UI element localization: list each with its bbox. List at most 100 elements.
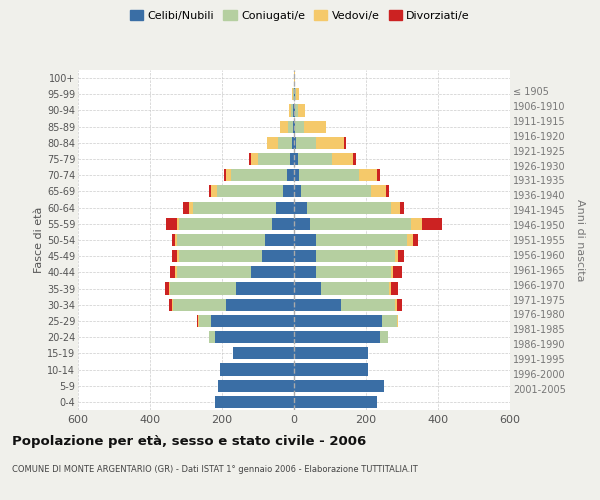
Bar (197, 315, 198, 327)
Bar (393, 266, 402, 278)
Bar (397, 315, 398, 327)
Bar (294, 218, 310, 230)
Bar (294, 202, 307, 213)
Bar (422, 218, 442, 230)
Bar (295, 104, 298, 117)
Bar (294, 104, 295, 117)
Bar (294, 348, 368, 360)
Bar (298, 104, 305, 117)
Bar (371, 186, 386, 198)
Bar (198, 315, 199, 327)
Bar (377, 169, 380, 181)
Bar (294, 250, 316, 262)
Bar (295, 120, 304, 132)
Legend: Celibi/Nubili, Coniugati/e, Vedovi/e, Divorziati/e: Celibi/Nubili, Coniugati/e, Vedovi/e, Di… (125, 6, 475, 25)
Bar (211, 186, 217, 198)
Bar (382, 315, 397, 327)
Bar (294, 186, 301, 198)
Bar (262, 250, 294, 262)
Bar (316, 250, 395, 262)
Y-axis label: Anni di nascita: Anni di nascita (575, 198, 585, 281)
Bar (294, 120, 295, 132)
Text: COMUNE DI MONTE ARGENTARIO (GR) - Dati ISTAT 1° gennaio 2006 - Elaborazione TUTT: COMUNE DI MONTE ARGENTARIO (GR) - Dati I… (12, 465, 418, 474)
Bar (294, 137, 296, 149)
Bar (304, 120, 326, 132)
Bar (166, 218, 177, 230)
Bar (236, 282, 294, 294)
Bar (217, 186, 283, 198)
Bar (165, 282, 169, 294)
Bar (251, 266, 294, 278)
Bar (179, 218, 272, 230)
Bar (177, 266, 251, 278)
Bar (294, 364, 368, 376)
Bar (258, 153, 290, 165)
Bar (215, 331, 294, 343)
Bar (316, 266, 391, 278)
Bar (177, 218, 179, 230)
Bar (172, 298, 173, 311)
Bar (175, 266, 177, 278)
Bar (407, 234, 413, 246)
Bar (294, 266, 316, 278)
Bar (391, 266, 393, 278)
Bar (231, 169, 287, 181)
Bar (296, 137, 316, 149)
Bar (400, 202, 404, 213)
Bar (272, 218, 294, 230)
Bar (209, 186, 211, 198)
Bar (179, 250, 262, 262)
Bar (307, 202, 391, 213)
Bar (293, 120, 294, 132)
Bar (316, 234, 407, 246)
Bar (310, 218, 411, 230)
Bar (172, 234, 175, 246)
Bar (199, 315, 211, 327)
Bar (341, 298, 395, 311)
Bar (249, 153, 251, 165)
Bar (397, 298, 402, 311)
Bar (209, 331, 215, 343)
Bar (294, 298, 341, 311)
Bar (278, 137, 292, 149)
Bar (294, 315, 382, 327)
Bar (265, 234, 294, 246)
Bar (267, 137, 278, 149)
Bar (226, 298, 294, 311)
Bar (332, 153, 353, 165)
Bar (293, 104, 294, 117)
Bar (177, 250, 179, 262)
Bar (411, 218, 422, 230)
Bar (386, 186, 389, 198)
Bar (294, 153, 298, 165)
Bar (226, 169, 231, 181)
Bar (280, 120, 287, 132)
Bar (298, 153, 332, 165)
Bar (175, 234, 177, 246)
Bar (170, 282, 236, 294)
Bar (295, 88, 296, 101)
Bar (294, 234, 316, 246)
Bar (251, 153, 258, 165)
Bar (294, 331, 380, 343)
Bar (359, 169, 377, 181)
Bar (218, 380, 294, 392)
Bar (301, 186, 371, 198)
Bar (220, 364, 294, 376)
Bar (294, 169, 299, 181)
Bar (177, 234, 265, 246)
Bar (389, 282, 391, 294)
Bar (184, 202, 189, 213)
Bar (294, 396, 377, 408)
Bar (316, 137, 344, 149)
Bar (299, 169, 359, 181)
Bar (380, 331, 388, 343)
Bar (398, 250, 404, 262)
Bar (215, 396, 294, 408)
Bar (283, 186, 294, 198)
Bar (290, 153, 294, 165)
Bar (169, 282, 170, 294)
Bar (292, 88, 293, 101)
Bar (344, 137, 346, 149)
Text: Popolazione per età, sesso e stato civile - 2006: Popolazione per età, sesso e stato civil… (12, 435, 366, 448)
